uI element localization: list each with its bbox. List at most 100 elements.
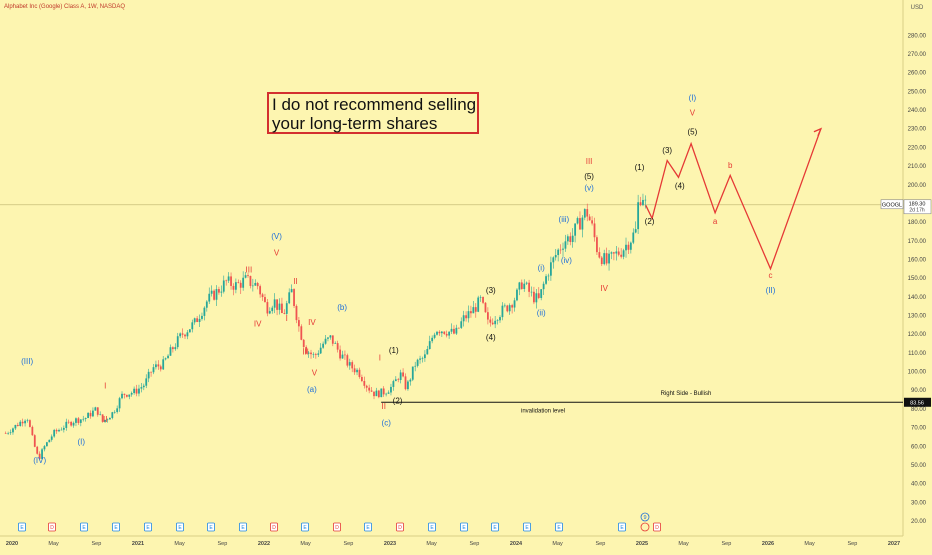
earnings-icon (428, 522, 436, 532)
wave-label: (4) (675, 181, 685, 190)
candle-body (244, 275, 247, 278)
candle-body (181, 333, 184, 335)
candle-body (465, 315, 467, 319)
candle-body (482, 297, 484, 303)
candle-body (416, 359, 419, 366)
candle-body (96, 407, 99, 415)
wave-label: a (713, 217, 718, 226)
candle-body (242, 277, 245, 288)
y-tick-label: 50.00 (911, 463, 927, 469)
candle-body (494, 320, 497, 325)
candle-body (92, 410, 94, 417)
wave-label: IV (254, 320, 262, 329)
candle-body (222, 280, 225, 292)
candle-body (116, 408, 119, 412)
earnings-icon (80, 522, 88, 532)
candle-body (545, 276, 547, 284)
x-tick-label: Sep (848, 541, 858, 547)
candle-body (554, 255, 557, 258)
candle-body (360, 376, 363, 382)
wave-label: (1) (389, 346, 399, 355)
dividend-icon (653, 522, 661, 532)
candle-body (50, 436, 53, 440)
candle-body (227, 276, 230, 281)
candle-body (596, 237, 598, 253)
x-tick-label: Sep (92, 541, 102, 547)
candle-body (7, 433, 10, 434)
candle-body (331, 335, 334, 344)
candle-body (210, 290, 213, 294)
y-tick-label: 30.00 (911, 500, 927, 506)
earnings-icon (144, 522, 152, 532)
candle-body (564, 241, 567, 249)
x-tick-label: May (48, 541, 59, 547)
y-tick-label: 90.00 (911, 388, 927, 394)
wave-label: (i) (538, 264, 545, 273)
candle-body (579, 218, 581, 230)
candle-body (513, 300, 516, 308)
candle-body (55, 429, 58, 432)
candle-body (302, 339, 305, 347)
earnings-icon (112, 522, 120, 532)
candle-body (346, 355, 349, 366)
y-tick-label: 70.00 (911, 426, 927, 432)
candle-body (317, 353, 320, 355)
event-icon-label: 9 (643, 515, 646, 521)
candle-body (484, 302, 487, 313)
candle-body (373, 391, 375, 397)
x-tick-label: Sep (722, 541, 732, 547)
candle-body (637, 202, 640, 230)
candle-body (440, 331, 443, 334)
candle-body (358, 369, 361, 377)
candle-body (542, 283, 545, 290)
candle-body (394, 379, 397, 382)
event-icon-label: E (241, 525, 245, 531)
candle-body (278, 303, 281, 310)
y-tick-label: 110.00 (908, 351, 927, 357)
candle-body (617, 251, 620, 255)
wave-label: (3) (662, 146, 672, 155)
x-tick-label: Sep (218, 541, 228, 547)
candle-body (254, 282, 257, 286)
y-tick-label: 230.00 (908, 127, 927, 133)
event-icon-label: E (20, 525, 24, 531)
candle-body (193, 318, 196, 323)
wave-label: (5) (584, 172, 594, 181)
candle-body (247, 275, 249, 276)
candle-body (610, 252, 613, 254)
event-icon-label: E (366, 525, 370, 531)
candle-body (12, 428, 14, 433)
wave-label: (III) (21, 357, 33, 366)
candle-body (196, 318, 199, 322)
candle-body (130, 393, 133, 395)
candle-body (300, 326, 303, 340)
y-tick-label: 150.00 (908, 276, 927, 282)
candle-body (639, 202, 642, 206)
callout-box: I do not recommend selling your long-ter… (267, 92, 479, 134)
candle-body (264, 297, 266, 303)
candle-body (603, 253, 606, 265)
x-tick-label: 2024 (510, 541, 523, 547)
candle-body (268, 311, 271, 314)
candle-body (285, 303, 288, 314)
candle-body (140, 387, 143, 389)
candle-body (184, 334, 186, 337)
wave-label: (3) (486, 286, 496, 295)
wave-label: (1) (635, 163, 645, 172)
candle-body (135, 388, 138, 394)
wave-label: (I) (78, 437, 86, 446)
candle-body (348, 362, 351, 366)
x-tick-label: 2027 (888, 541, 900, 547)
ticker-tag-text: GOOGL (882, 203, 902, 209)
candle-body (307, 352, 310, 354)
candle-body (404, 376, 407, 390)
wave-label: I (104, 381, 106, 390)
candle-body (552, 257, 555, 263)
event-icon-label: E (209, 525, 213, 531)
event-icon-label: D (272, 525, 276, 531)
candle-body (407, 381, 409, 390)
wave-label: V (690, 109, 696, 118)
wave-label: (4) (486, 333, 496, 342)
